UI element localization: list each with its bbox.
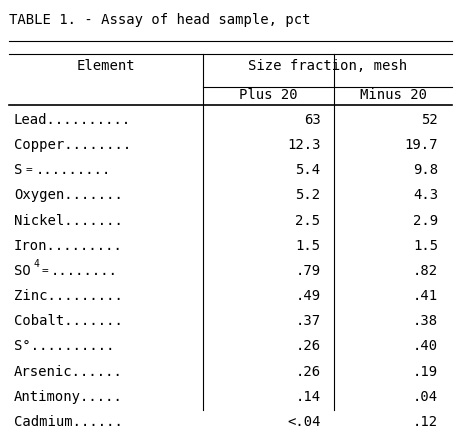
Text: .82: .82 — [413, 264, 438, 278]
Text: .41: .41 — [413, 289, 438, 303]
Text: Plus 20: Plus 20 — [239, 88, 298, 102]
Text: .04: .04 — [413, 390, 438, 404]
Text: Lead..........: Lead.......... — [14, 113, 131, 127]
Text: .12: .12 — [413, 415, 438, 429]
Text: 19.7: 19.7 — [404, 138, 438, 152]
Text: Cobalt.......: Cobalt....... — [14, 314, 123, 328]
Text: .38: .38 — [413, 314, 438, 328]
Text: 12.3: 12.3 — [287, 138, 320, 152]
Text: .26: .26 — [295, 365, 320, 378]
Text: 63: 63 — [304, 113, 320, 127]
Text: Antimony.....: Antimony..... — [14, 390, 123, 404]
Text: .26: .26 — [295, 339, 320, 353]
Text: 9.8: 9.8 — [413, 163, 438, 177]
Text: 4.3: 4.3 — [413, 188, 438, 202]
Text: .49: .49 — [295, 289, 320, 303]
Text: 5.2: 5.2 — [295, 188, 320, 202]
Text: Iron.........: Iron......... — [14, 239, 123, 253]
Text: S°..........: S°.......... — [14, 339, 114, 353]
Text: .37: .37 — [295, 314, 320, 328]
Text: Size fraction, mesh: Size fraction, mesh — [248, 59, 407, 72]
Text: Element: Element — [77, 59, 136, 72]
Text: 4: 4 — [34, 259, 40, 269]
Text: .40: .40 — [413, 339, 438, 353]
Text: TABLE 1. - Assay of head sample, pct: TABLE 1. - Assay of head sample, pct — [9, 13, 311, 27]
Text: .79: .79 — [295, 264, 320, 278]
Text: ........: ........ — [51, 264, 118, 278]
Text: <.04: <.04 — [287, 415, 320, 429]
Text: .14: .14 — [295, 390, 320, 404]
Text: Cadmium......: Cadmium...... — [14, 415, 123, 429]
Text: 2.5: 2.5 — [295, 214, 320, 227]
Text: S: S — [14, 163, 22, 177]
Text: =: = — [25, 165, 32, 175]
Text: Minus 20: Minus 20 — [360, 88, 426, 102]
Text: Copper........: Copper........ — [14, 138, 131, 152]
Text: Arsenic......: Arsenic...... — [14, 365, 123, 378]
Text: .19: .19 — [413, 365, 438, 378]
Text: Zinc.........: Zinc......... — [14, 289, 123, 303]
Text: 52: 52 — [421, 113, 438, 127]
Text: Nickel.......: Nickel....... — [14, 214, 123, 227]
Text: SO: SO — [14, 264, 30, 278]
Text: 1.5: 1.5 — [413, 239, 438, 253]
Text: 1.5: 1.5 — [295, 239, 320, 253]
Text: Oxygen.......: Oxygen....... — [14, 188, 123, 202]
Text: 5.4: 5.4 — [295, 163, 320, 177]
Text: =: = — [41, 266, 48, 276]
Text: 2.9: 2.9 — [413, 214, 438, 227]
Text: .........: ......... — [36, 163, 112, 177]
